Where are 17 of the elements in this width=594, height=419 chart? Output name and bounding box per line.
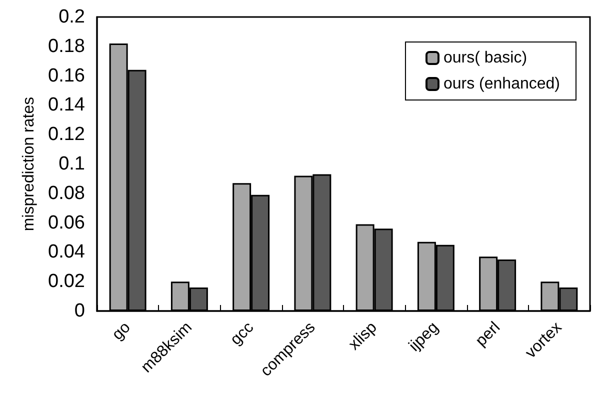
y-tick-label: 0.1 xyxy=(58,154,85,174)
y-tick-label: 0.18 xyxy=(48,36,85,57)
y-tick-label: 0.12 xyxy=(48,124,85,146)
y-tick-label: 0.04 xyxy=(48,242,86,263)
y-tick-label: 0.06 xyxy=(48,212,85,234)
x-tick-label: xlisp xyxy=(346,318,380,354)
x-tick-label: go xyxy=(109,318,134,344)
legend-label: ours (enhanced) xyxy=(443,76,560,92)
y-axis-title: misprediction rates xyxy=(20,96,38,232)
y-tick-label: 0.16 xyxy=(48,65,85,86)
y-tick-label: 0.14 xyxy=(48,94,86,116)
y-tick-label: 0 xyxy=(74,300,85,322)
x-tick-label: gcc xyxy=(227,318,258,349)
y-tick-label: 0.02 xyxy=(48,271,85,292)
y-tick-label: 0.08 xyxy=(48,182,85,204)
legend-label: ours( basic) xyxy=(443,50,528,66)
y-tick-label: 0.2 xyxy=(58,6,85,28)
